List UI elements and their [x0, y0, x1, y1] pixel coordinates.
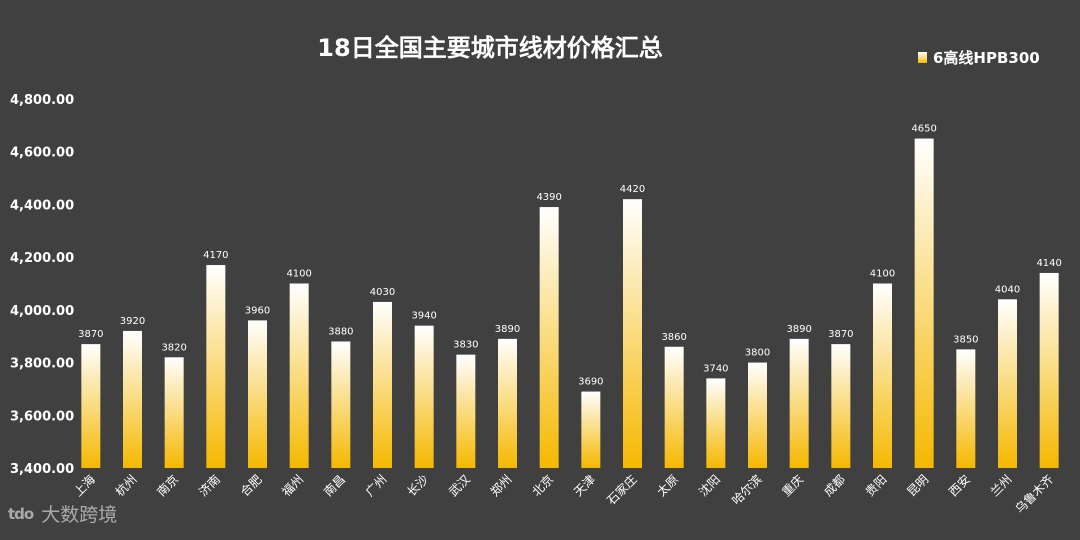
data-label: 4040 — [995, 284, 1020, 295]
data-label: 4170 — [203, 250, 228, 261]
bar — [914, 138, 934, 469]
y-tick-label: 3,400.00 — [10, 462, 74, 477]
bar — [206, 265, 226, 468]
x-tick-label: 兰州 — [988, 472, 1015, 499]
x-tick-label: 济南 — [195, 472, 223, 500]
x-tick-label: 天津 — [571, 472, 598, 499]
bar — [331, 341, 351, 468]
bar — [789, 338, 809, 468]
data-label: 3880 — [328, 326, 353, 337]
x-tick-label: 昆明 — [904, 472, 931, 499]
watermark-logo: tdo — [8, 504, 34, 523]
bar — [81, 344, 101, 468]
data-label: 4100 — [286, 269, 311, 280]
bar — [664, 346, 684, 468]
data-label: 3820 — [161, 342, 186, 353]
x-tick-label: 福州 — [279, 472, 307, 500]
bar — [831, 344, 851, 468]
bar — [873, 283, 892, 468]
bar — [1039, 272, 1059, 468]
x-tick-label: 郑州 — [487, 472, 515, 500]
data-label: 3920 — [120, 316, 145, 327]
y-tick-label: 4,200.00 — [10, 251, 74, 266]
watermark: tdo 大数跨境 — [8, 500, 117, 527]
data-label: 3690 — [578, 377, 603, 388]
x-tick-label: 重庆 — [779, 472, 806, 499]
data-label: 3960 — [245, 305, 270, 316]
data-label: 4140 — [1036, 258, 1061, 269]
watermark-text: 大数跨境 — [41, 504, 118, 526]
data-label: 3890 — [495, 324, 520, 335]
x-tick-label: 合肥 — [237, 472, 265, 500]
bar — [998, 299, 1017, 468]
x-tick-label: 沈阳 — [695, 472, 723, 500]
chart-title: 18日全国主要城市线材价格汇总 — [317, 34, 663, 62]
bar — [539, 207, 559, 469]
x-tick-label: 石家庄 — [604, 472, 640, 508]
x-tick-label: 太原 — [654, 472, 682, 500]
x-tick-label: 北京 — [529, 472, 556, 499]
y-tick-label: 4,600.00 — [10, 146, 74, 161]
legend-label: 6高线HPB300 — [933, 49, 1040, 67]
x-tick-label: 南京 — [154, 472, 182, 500]
data-label: 4390 — [536, 192, 561, 203]
data-label: 4030 — [370, 287, 395, 298]
x-tick-label: 南昌 — [320, 472, 348, 500]
x-tick-label: 乌鲁木齐 — [1012, 472, 1057, 517]
bar — [248, 320, 267, 468]
data-label: 3940 — [411, 311, 436, 322]
y-tick-label: 3,800.00 — [10, 357, 74, 372]
data-label: 3860 — [661, 332, 686, 343]
x-tick-label: 哈尔滨 — [729, 472, 765, 508]
y-tick-label: 4,000.00 — [10, 304, 74, 319]
x-tick-label: 上海 — [70, 472, 98, 500]
bar — [706, 378, 726, 468]
data-label: 3830 — [453, 340, 478, 351]
bar — [956, 349, 976, 468]
x-tick-label: 长沙 — [404, 472, 431, 499]
bar — [414, 325, 434, 468]
x-tick-label: 广州 — [363, 472, 390, 499]
legend: 6高线HPB300 — [918, 47, 1040, 68]
legend-swatch — [918, 52, 927, 63]
data-label: 3800 — [745, 348, 770, 359]
y-tick-label: 4,800.00 — [10, 93, 74, 108]
y-tick-label: 4,400.00 — [10, 198, 74, 213]
bar — [456, 354, 476, 468]
x-tick-label: 武汉 — [446, 472, 473, 499]
bar — [581, 391, 601, 468]
data-label: 3890 — [786, 324, 811, 335]
x-tick-label: 杭州 — [112, 472, 140, 500]
y-tick-label: 3,600.00 — [10, 409, 74, 424]
data-label: 4420 — [620, 184, 645, 195]
x-tick-label: 成都 — [821, 472, 848, 499]
bar — [373, 301, 392, 468]
bar — [623, 199, 642, 468]
bar — [289, 283, 309, 468]
bar — [123, 330, 142, 468]
data-label: 3850 — [953, 334, 978, 345]
bar — [498, 338, 517, 468]
data-label: 3870 — [78, 329, 103, 340]
data-label: 3740 — [703, 363, 728, 374]
x-tick-label: 贵阳 — [863, 472, 890, 499]
data-label: 4100 — [870, 269, 895, 280]
bar — [164, 357, 184, 468]
bar — [748, 362, 767, 468]
data-label: 3870 — [828, 329, 853, 340]
x-tick-label: 西安 — [945, 472, 973, 500]
data-label: 4650 — [911, 124, 936, 135]
